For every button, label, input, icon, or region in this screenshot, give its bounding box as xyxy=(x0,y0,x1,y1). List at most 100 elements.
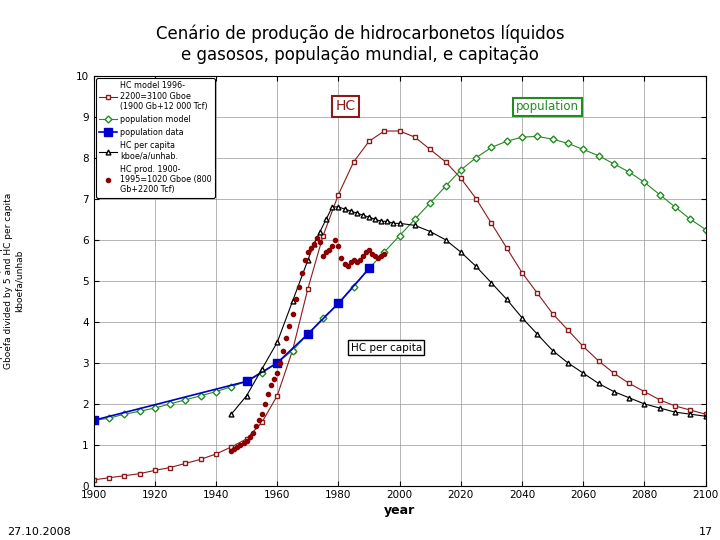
HC model 1996-
2200=3100 Gboe
(1900 Gb+12 000 Tcf) xyxy=(487,220,496,227)
population model xyxy=(150,405,159,411)
HC model 1996-
2200=3100 Gboe
(1900 Gb+12 000 Tcf) xyxy=(426,146,435,153)
population model xyxy=(304,331,312,338)
HC per capita
kboe/a/unhab. xyxy=(258,366,266,372)
Legend: HC model 1996-
2200=3100 Gboe
(1900 Gb+12 000 Tcf), population model, population: HC model 1996- 2200=3100 Gboe (1900 Gb+1… xyxy=(96,78,215,198)
HC per capita
kboe/a/unhab. xyxy=(395,220,404,227)
HC prod. 1900-
1995=1020 Gboe (800
Gb+2200 Tcf) xyxy=(261,401,269,407)
population model xyxy=(334,300,343,307)
population model xyxy=(594,152,603,159)
HC prod. 1900-
1995=1020 Gboe (800
Gb+2200 Tcf) xyxy=(227,448,235,454)
population data xyxy=(365,265,374,272)
HC model 1996-
2200=3100 Gboe
(1900 Gb+12 000 Tcf) xyxy=(594,357,603,364)
HC prod. 1900-
1995=1020 Gboe (800
Gb+2200 Tcf) xyxy=(380,251,389,258)
HC per capita
kboe/a/unhab. xyxy=(640,401,649,407)
HC per capita
kboe/a/unhab. xyxy=(365,214,374,220)
population model xyxy=(120,411,129,417)
HC model 1996-
2200=3100 Gboe
(1900 Gb+12 000 Tcf) xyxy=(349,159,358,165)
population model xyxy=(518,134,526,140)
HC per capita
kboe/a/unhab. xyxy=(334,204,343,210)
Line: HC per capita
kboe/a/unhab.: HC per capita kboe/a/unhab. xyxy=(229,205,708,418)
population model xyxy=(426,200,435,206)
HC per capita
kboe/a/unhab. xyxy=(701,413,710,420)
HC model 1996-
2200=3100 Gboe
(1900 Gb+12 000 Tcf) xyxy=(89,477,98,483)
HC per capita
kboe/a/unhab. xyxy=(273,339,282,346)
population model xyxy=(365,265,374,272)
Line: population data: population data xyxy=(89,264,373,424)
population model xyxy=(395,232,404,239)
population model xyxy=(89,417,98,423)
Line: population model: population model xyxy=(91,134,708,423)
HC model 1996-
2200=3100 Gboe
(1900 Gb+12 000 Tcf) xyxy=(104,475,113,481)
HC per capita
kboe/a/unhab. xyxy=(518,314,526,321)
HC per capita
kboe/a/unhab. xyxy=(610,388,618,395)
Text: 17: 17 xyxy=(698,527,713,537)
population model xyxy=(564,140,572,146)
HC per capita
kboe/a/unhab. xyxy=(377,218,386,225)
HC prod. 1900-
1995=1020 Gboe (800
Gb+2200 Tcf) xyxy=(341,261,349,268)
HC model 1996-
2200=3100 Gboe
(1900 Gb+12 000 Tcf) xyxy=(625,380,634,387)
population model xyxy=(671,204,680,210)
HC model 1996-
2200=3100 Gboe
(1900 Gb+12 000 Tcf) xyxy=(304,286,312,292)
population model xyxy=(503,138,511,145)
Text: population: population xyxy=(516,100,579,113)
HC prod. 1900-
1995=1020 Gboe (800
Gb+2200 Tcf) xyxy=(377,253,386,259)
HC per capita
kboe/a/unhab. xyxy=(472,263,480,269)
HC model 1996-
2200=3100 Gboe
(1900 Gb+12 000 Tcf) xyxy=(334,191,343,198)
population data xyxy=(334,300,343,307)
HC model 1996-
2200=3100 Gboe
(1900 Gb+12 000 Tcf) xyxy=(671,403,680,409)
HC model 1996-
2200=3100 Gboe
(1900 Gb+12 000 Tcf) xyxy=(564,327,572,333)
HC per capita
kboe/a/unhab. xyxy=(288,298,297,305)
population data xyxy=(243,378,251,384)
HC per capita
kboe/a/unhab. xyxy=(243,393,251,399)
population data xyxy=(89,417,98,423)
HC model 1996-
2200=3100 Gboe
(1900 Gb+12 000 Tcf) xyxy=(212,451,220,457)
HC model 1996-
2200=3100 Gboe
(1900 Gb+12 000 Tcf) xyxy=(533,290,541,296)
HC per capita
kboe/a/unhab. xyxy=(353,210,361,217)
HC model 1996-
2200=3100 Gboe
(1900 Gb+12 000 Tcf) xyxy=(197,456,205,463)
HC per capita
kboe/a/unhab. xyxy=(346,208,355,214)
HC model 1996-
2200=3100 Gboe
(1900 Gb+12 000 Tcf) xyxy=(701,411,710,417)
HC per capita
kboe/a/unhab. xyxy=(328,204,337,210)
population model xyxy=(181,396,190,403)
population model xyxy=(273,360,282,366)
population model xyxy=(625,169,634,176)
population model xyxy=(410,216,419,222)
population model xyxy=(243,378,251,384)
HC model 1996-
2200=3100 Gboe
(1900 Gb+12 000 Tcf) xyxy=(456,175,465,181)
population model xyxy=(549,136,557,143)
HC per capita
kboe/a/unhab. xyxy=(390,220,398,227)
population model xyxy=(456,167,465,173)
HC per capita
kboe/a/unhab. xyxy=(487,280,496,286)
HC model 1996-
2200=3100 Gboe
(1900 Gb+12 000 Tcf) xyxy=(579,343,588,350)
HC model 1996-
2200=3100 Gboe
(1900 Gb+12 000 Tcf) xyxy=(227,444,235,450)
HC model 1996-
2200=3100 Gboe
(1900 Gb+12 000 Tcf) xyxy=(365,138,374,145)
population model xyxy=(610,160,618,167)
HC model 1996-
2200=3100 Gboe
(1900 Gb+12 000 Tcf) xyxy=(380,128,389,134)
population model xyxy=(701,226,710,233)
population model xyxy=(212,388,220,395)
HC per capita
kboe/a/unhab. xyxy=(655,405,664,411)
population data xyxy=(304,331,312,338)
population model xyxy=(472,154,480,161)
population model xyxy=(319,314,328,321)
HC per capita
kboe/a/unhab. xyxy=(579,370,588,376)
HC per capita
kboe/a/unhab. xyxy=(371,216,379,222)
Text: Cenário de produção de hidrocarbonetos líquidos
e gasosos, população mundial, e : Cenário de produção de hidrocarbonetos l… xyxy=(156,24,564,64)
HC per capita
kboe/a/unhab. xyxy=(310,241,318,247)
HC model 1996-
2200=3100 Gboe
(1900 Gb+12 000 Tcf) xyxy=(288,347,297,354)
HC prod. 1900-
1995=1020 Gboe (800
Gb+2200 Tcf) xyxy=(312,234,321,241)
HC per capita
kboe/a/unhab. xyxy=(686,411,695,417)
HC model 1996-
2200=3100 Gboe
(1900 Gb+12 000 Tcf) xyxy=(655,396,664,403)
HC per capita
kboe/a/unhab. xyxy=(456,249,465,255)
population model xyxy=(104,415,113,422)
HC per capita
kboe/a/unhab. xyxy=(441,237,450,243)
HC model 1996-
2200=3100 Gboe
(1900 Gb+12 000 Tcf) xyxy=(319,232,328,239)
HC per capita
kboe/a/unhab. xyxy=(322,216,330,222)
HC model 1996-
2200=3100 Gboe
(1900 Gb+12 000 Tcf) xyxy=(472,195,480,202)
population model xyxy=(135,408,144,415)
HC model 1996-
2200=3100 Gboe
(1900 Gb+12 000 Tcf) xyxy=(120,472,129,479)
HC model 1996-
2200=3100 Gboe
(1900 Gb+12 000 Tcf) xyxy=(410,134,419,140)
population model xyxy=(533,133,541,139)
HC model 1996-
2200=3100 Gboe
(1900 Gb+12 000 Tcf) xyxy=(395,128,404,134)
HC per capita
kboe/a/unhab. xyxy=(671,409,680,415)
